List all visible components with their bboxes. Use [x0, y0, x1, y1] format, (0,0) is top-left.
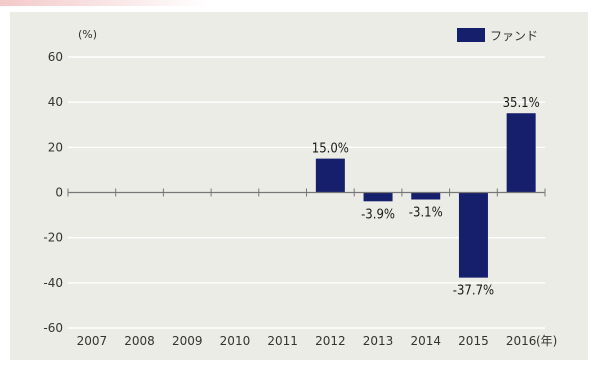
bar-2012: [315, 158, 345, 193]
data-label-2016: 35.1%: [503, 96, 540, 111]
data-labels: 15.0% -3.9% -3.1% -37.7% 35.1%: [312, 96, 540, 298]
y-tick-label: 60: [48, 50, 63, 64]
legend-swatch-fund: [457, 28, 485, 42]
x-tick-label: 2011: [267, 334, 298, 348]
legend: ファンド: [457, 28, 538, 43]
legend-label-fund: ファンド: [490, 29, 538, 43]
x-tick-label: 2014: [410, 334, 441, 348]
x-tick-label: 2016: [506, 334, 537, 348]
data-label-2012: 15.0%: [312, 142, 349, 157]
y-tick-label: -60: [43, 321, 63, 335]
x-tick-label: 2007: [77, 334, 108, 348]
y-unit-label: (%): [78, 28, 97, 41]
data-label-2013: -3.9%: [361, 207, 395, 222]
data-label-2015: -37.7%: [453, 284, 494, 299]
data-label-2014: -3.1%: [409, 206, 443, 221]
x-tick-label: 2009: [172, 334, 203, 348]
y-tick-label: 40: [48, 95, 63, 109]
x-tick-label: 2008: [124, 334, 155, 348]
y-tick-label: -20: [43, 231, 63, 245]
x-tick-label: 2013: [363, 334, 394, 348]
zero-axis: [67, 188, 546, 197]
bar-2016: [506, 113, 536, 193]
y-tick-label: 0: [55, 186, 63, 200]
x-tick-label: 2015: [458, 334, 489, 348]
bars: [315, 113, 536, 278]
y-axis-ticks: 60 40 20 0 -20 -40 -60: [43, 50, 63, 335]
bar-2014: [411, 192, 441, 200]
chart-panel: [10, 12, 588, 360]
x-axis-ticks: 2007 2008 2009 2010 2011 2012 2013 2014 2015 2016: [77, 334, 537, 348]
bar-2015: [458, 192, 488, 278]
x-tick-label: 2010: [220, 334, 251, 348]
header-accent: [0, 0, 600, 6]
y-tick-label: -40: [43, 276, 63, 290]
grid-lines: [68, 56, 545, 329]
x-tick-label: 2012: [315, 334, 346, 348]
bar-2013: [363, 192, 393, 202]
y-tick-label: 20: [48, 140, 63, 154]
x-unit-label: (年): [536, 334, 557, 348]
